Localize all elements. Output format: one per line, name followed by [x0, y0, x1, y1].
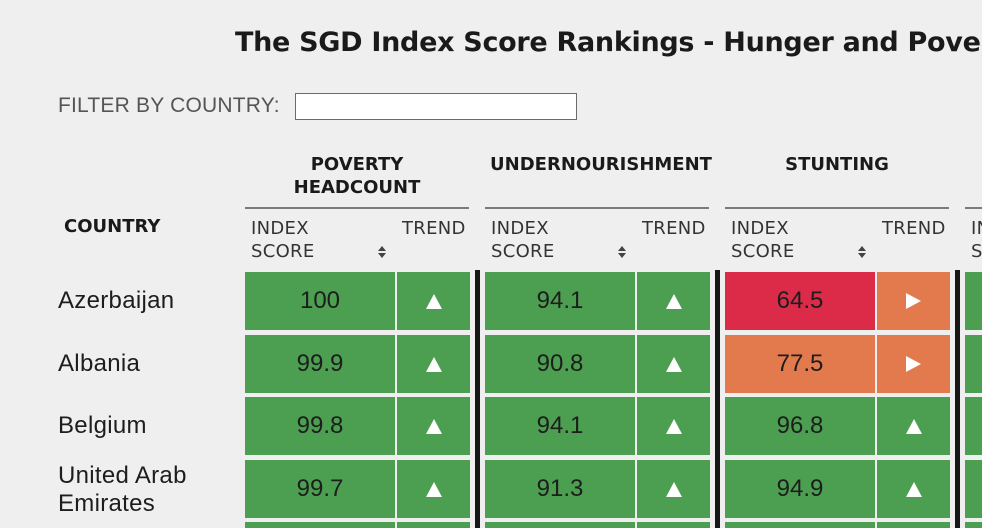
- undernourishment-trend-header: TREND: [642, 218, 706, 239]
- stunting-header: STUNTING: [785, 154, 889, 175]
- next-row-cell: [485, 522, 635, 528]
- poverty-trend-cell: [397, 335, 470, 393]
- stunting-index-score-cell: 96.8: [725, 397, 875, 455]
- column-separator: [715, 270, 720, 528]
- trend-flat-icon: [906, 293, 921, 309]
- trend-up-icon: [665, 418, 682, 434]
- sort-icon[interactable]: [378, 246, 387, 259]
- stunting-index-score-header[interactable]: INDEX SCORE: [731, 218, 795, 262]
- next-row-cell: [397, 522, 470, 528]
- poverty-index-score-cell: 99.8: [245, 397, 395, 455]
- trend-up-icon: [905, 418, 922, 434]
- country-filter-input[interactable]: [295, 93, 577, 120]
- next-index-score-cell: [965, 460, 982, 518]
- group-divider: [965, 207, 982, 209]
- stunting-trend-cell: [877, 335, 950, 393]
- undernourishment-header: UNDERNOURISHMENT: [490, 154, 712, 175]
- stunting-index-score-cell: 64.5: [725, 272, 875, 330]
- poverty-trend-cell: [397, 460, 470, 518]
- next-row-cell: [637, 522, 710, 528]
- poverty-index-score-cell: 99.7: [245, 460, 395, 518]
- undernourishment-trend-cell: [637, 272, 710, 330]
- poverty-trend-cell: [397, 397, 470, 455]
- next-index-score-cell: [965, 335, 982, 393]
- page-title: The SGD Index Score Rankings - Hunger an…: [235, 27, 982, 58]
- next-index-score-cell: [965, 397, 982, 455]
- trend-up-icon: [425, 293, 442, 309]
- poverty-trend-cell: [397, 272, 470, 330]
- undernourishment-index-score-header[interactable]: INDEX SCORE: [491, 218, 555, 262]
- country-name: Belgium: [58, 412, 147, 439]
- trend-flat-icon: [906, 356, 921, 372]
- undernourishment-index-score-cell: 91.3: [485, 460, 635, 518]
- poverty-index-score-cell: 99.9: [245, 335, 395, 393]
- trend-up-icon: [665, 356, 682, 372]
- next-row-cell: [877, 522, 950, 528]
- group-divider: [485, 207, 709, 209]
- filter-label: FILTER BY COUNTRY:: [58, 94, 280, 117]
- trend-up-icon: [425, 356, 442, 372]
- sort-icon[interactable]: [618, 246, 627, 259]
- undernourishment-index-score-cell: 94.1: [485, 397, 635, 455]
- next-row-cell: [965, 522, 982, 528]
- stunting-index-score-cell: 94.9: [725, 460, 875, 518]
- stunting-index-score-cell: 77.5: [725, 335, 875, 393]
- country-name: United Arab Emirates: [58, 462, 187, 517]
- next-row-cell: [245, 522, 395, 528]
- trend-up-icon: [425, 481, 442, 497]
- trend-up-icon: [425, 418, 442, 434]
- stunting-trend-cell: [877, 272, 950, 330]
- stunting-trend-cell: [877, 397, 950, 455]
- country-name: Azerbaijan: [58, 287, 175, 314]
- undernourishment-trend-cell: [637, 397, 710, 455]
- poverty-index-score-header[interactable]: INDEX SCORE: [251, 218, 315, 262]
- next-index-score-header[interactable]: INS: [971, 218, 982, 262]
- poverty-headcount-header: POVERTY HEADCOUNT: [293, 154, 421, 198]
- group-divider: [725, 207, 949, 209]
- country-column-header[interactable]: COUNTRY: [64, 216, 161, 237]
- group-divider: [245, 207, 469, 209]
- next-index-score-cell: [965, 272, 982, 330]
- undernourishment-index-score-cell: 90.8: [485, 335, 635, 393]
- trend-up-icon: [665, 481, 682, 497]
- column-separator: [475, 270, 480, 528]
- trend-up-icon: [665, 293, 682, 309]
- country-name: Albania: [58, 350, 141, 377]
- trend-up-icon: [905, 481, 922, 497]
- sort-icon[interactable]: [858, 246, 867, 259]
- column-separator: [955, 270, 960, 528]
- next-row-cell: [725, 522, 875, 528]
- undernourishment-trend-cell: [637, 460, 710, 518]
- undernourishment-trend-cell: [637, 335, 710, 393]
- stunting-trend-header: TREND: [882, 218, 946, 239]
- poverty-index-score-cell: 100: [245, 272, 395, 330]
- stunting-trend-cell: [877, 460, 950, 518]
- undernourishment-index-score-cell: 94.1: [485, 272, 635, 330]
- poverty-trend-header: TREND: [402, 218, 466, 239]
